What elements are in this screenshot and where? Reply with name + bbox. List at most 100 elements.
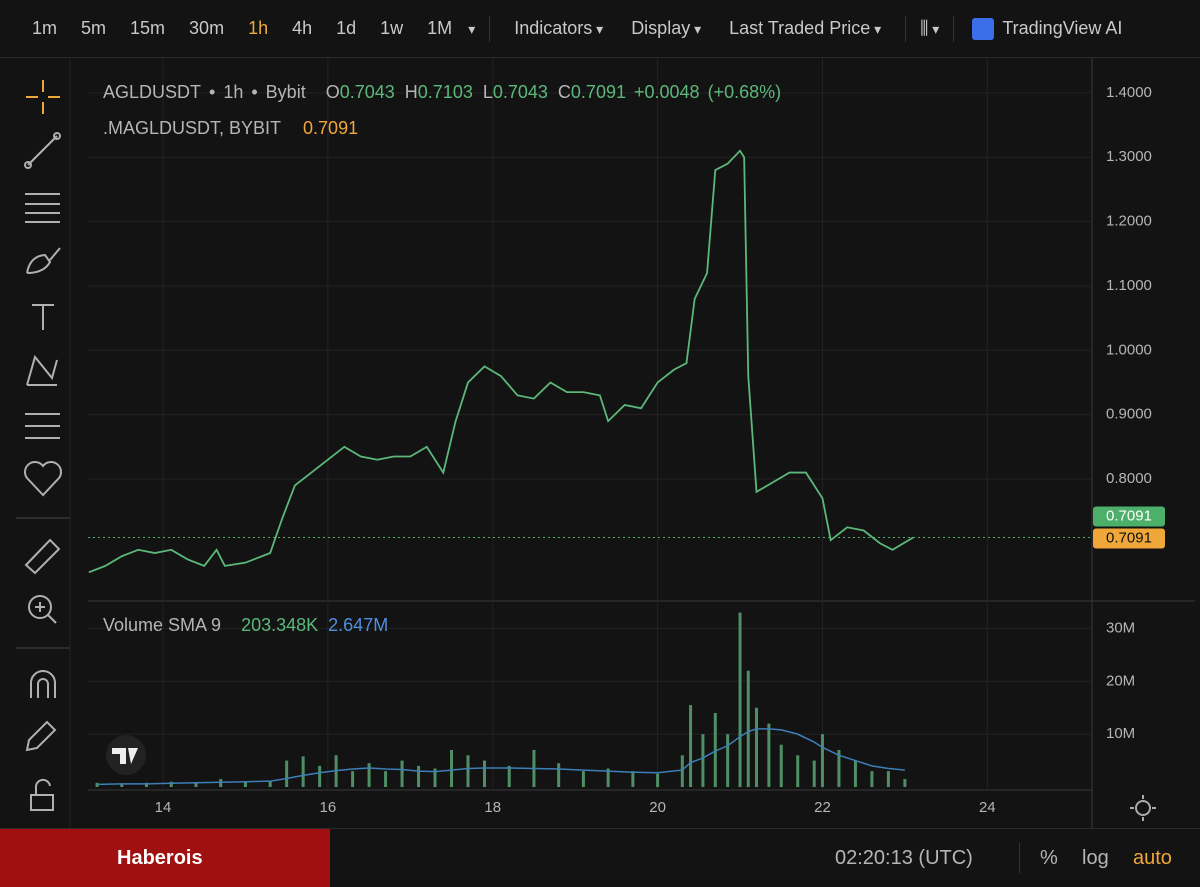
mark-price-label: 0.7091 <box>1106 529 1152 546</box>
volume-bar <box>689 705 693 787</box>
separator <box>953 15 955 42</box>
volume-bar <box>755 707 759 787</box>
percent-toggle[interactable]: % <box>1040 847 1058 869</box>
volume-bar <box>194 782 198 787</box>
watermark: Haberois <box>0 829 330 887</box>
volume-bar <box>870 771 874 787</box>
volume-bar <box>301 756 305 787</box>
volume-value: 203.348K <box>241 615 319 635</box>
volume-bar <box>450 750 454 787</box>
ohlc-value: 0.7103 <box>417 81 473 102</box>
volume-legend: Volume SMA 9 203.348K 2.647M <box>103 615 388 636</box>
watermark-text: Haberois <box>117 846 203 869</box>
volume-title: Volume SMA 9 <box>103 615 222 635</box>
interval-button[interactable]: 15m <box>130 18 166 38</box>
ohlc-label: H <box>404 81 418 102</box>
log-toggle[interactable]: log <box>1082 847 1109 869</box>
volume-bar <box>767 723 771 787</box>
favorites-icon[interactable] <box>24 461 62 497</box>
volume-bar <box>367 763 371 787</box>
prediction-icon[interactable] <box>25 413 60 439</box>
y-tick-label: 30M <box>1106 619 1135 636</box>
volume-bar <box>95 782 99 787</box>
volume-bar <box>243 781 247 787</box>
mark-price-tag <box>1093 528 1165 549</box>
volume-bar <box>726 734 730 787</box>
volume-bar <box>713 713 717 787</box>
last-price-tag <box>1093 506 1165 527</box>
interval-list: 1m 5m 15m 30m 1h 4h 1d 1w 1M <box>0 18 464 39</box>
volume-bar <box>701 734 705 787</box>
volume-bar <box>886 771 890 787</box>
auto-toggle[interactable]: auto <box>1133 847 1172 869</box>
separator <box>905 15 907 42</box>
ruler-icon[interactable] <box>24 538 61 575</box>
separator <box>489 15 491 42</box>
unlock-icon[interactable] <box>30 778 54 811</box>
y-tick-label: 0.8000 <box>1106 470 1152 487</box>
menu-button[interactable]: Last Traded Price <box>715 18 895 39</box>
interval-button[interactable]: 1M <box>427 18 453 38</box>
interval-button[interactable]: 1m <box>32 18 58 38</box>
volume-bar <box>433 768 437 787</box>
fib-icon[interactable] <box>25 193 60 223</box>
menu-list: IndicatorsDisplayLast Traded Price <box>500 18 895 39</box>
clock: 02:20:13 (UTC) <box>835 847 973 869</box>
legend-row: AGLDUSDT • 1h • Bybit O0.7043 H0.7103 L0.704… <box>103 74 781 110</box>
symbol: AGLDUSDT <box>103 81 202 102</box>
ohlc: O0.7043 H0.7103 L0.7043 C0.7091 <box>326 82 626 103</box>
pattern-icon[interactable] <box>26 354 58 386</box>
menu-button[interactable]: Indicators <box>500 18 617 39</box>
volume-bar <box>796 755 800 787</box>
separator <box>1019 843 1020 873</box>
ohlc-item: L0.7043 <box>483 82 548 103</box>
volume-bar <box>384 771 388 787</box>
chart-type-button[interactable]: ⫼ <box>916 18 943 39</box>
volume-bar <box>903 779 907 787</box>
volume-bar <box>145 782 149 787</box>
menu-button[interactable]: Display <box>617 18 715 39</box>
crosshair-icon[interactable] <box>26 80 60 114</box>
brand-icon <box>972 17 995 40</box>
volume-bar <box>606 768 610 787</box>
settings-icon[interactable] <box>1130 795 1156 821</box>
interval-button[interactable]: 1w <box>380 18 404 38</box>
x-tick-label: 24 <box>979 799 996 816</box>
dot: • <box>209 81 216 102</box>
volume-bar <box>581 771 585 787</box>
mark-symbol: .MAGLDUSDT, BYBIT <box>103 117 282 138</box>
exchange: Bybit <box>265 81 306 102</box>
interval-button[interactable]: 1h <box>248 18 269 38</box>
interval-button[interactable]: 30m <box>189 18 225 38</box>
volume-bar <box>557 763 561 787</box>
interval-button[interactable]: 4h <box>292 18 313 38</box>
volume-bar <box>120 783 124 787</box>
change-percent: (+0.68%) <box>707 81 782 102</box>
brush-icon[interactable] <box>26 247 61 274</box>
volume-bar <box>318 765 322 787</box>
brand-text: TradingView AI <box>1002 18 1123 38</box>
magnet-icon[interactable] <box>30 670 56 698</box>
status-bar: Haberois 02:20:13 (UTC) % log auto <box>0 828 1200 887</box>
ohlc-item: C0.7091 <box>558 82 626 103</box>
top-toolbar: 1m 5m 15m 30m 1h 4h 1d 1w 1M IndicatorsDisplayLa… <box>0 0 1200 58</box>
drawing-tools <box>16 80 70 811</box>
text-icon[interactable] <box>32 304 54 330</box>
brand-button[interactable]: TradingView AI <box>972 17 1123 40</box>
volume-bar <box>400 760 404 787</box>
more-intervals[interactable] <box>464 18 479 39</box>
volume-bar <box>219 779 223 787</box>
mark-value: 0.7091 <box>303 117 359 138</box>
volume-bar <box>507 765 511 787</box>
dot: • <box>251 81 258 102</box>
interval-button[interactable]: 5m <box>81 18 107 38</box>
interval-button[interactable]: 1d <box>336 18 357 38</box>
volume-bar <box>417 765 421 787</box>
lock-drawings-icon[interactable] <box>25 720 57 752</box>
zoom-icon[interactable] <box>28 595 57 624</box>
volume-bar <box>169 781 173 787</box>
trend-line-icon[interactable] <box>24 132 61 169</box>
ohlc-item: O0.7043 <box>326 82 395 103</box>
y-tick-label: 1.4000 <box>1106 84 1152 101</box>
